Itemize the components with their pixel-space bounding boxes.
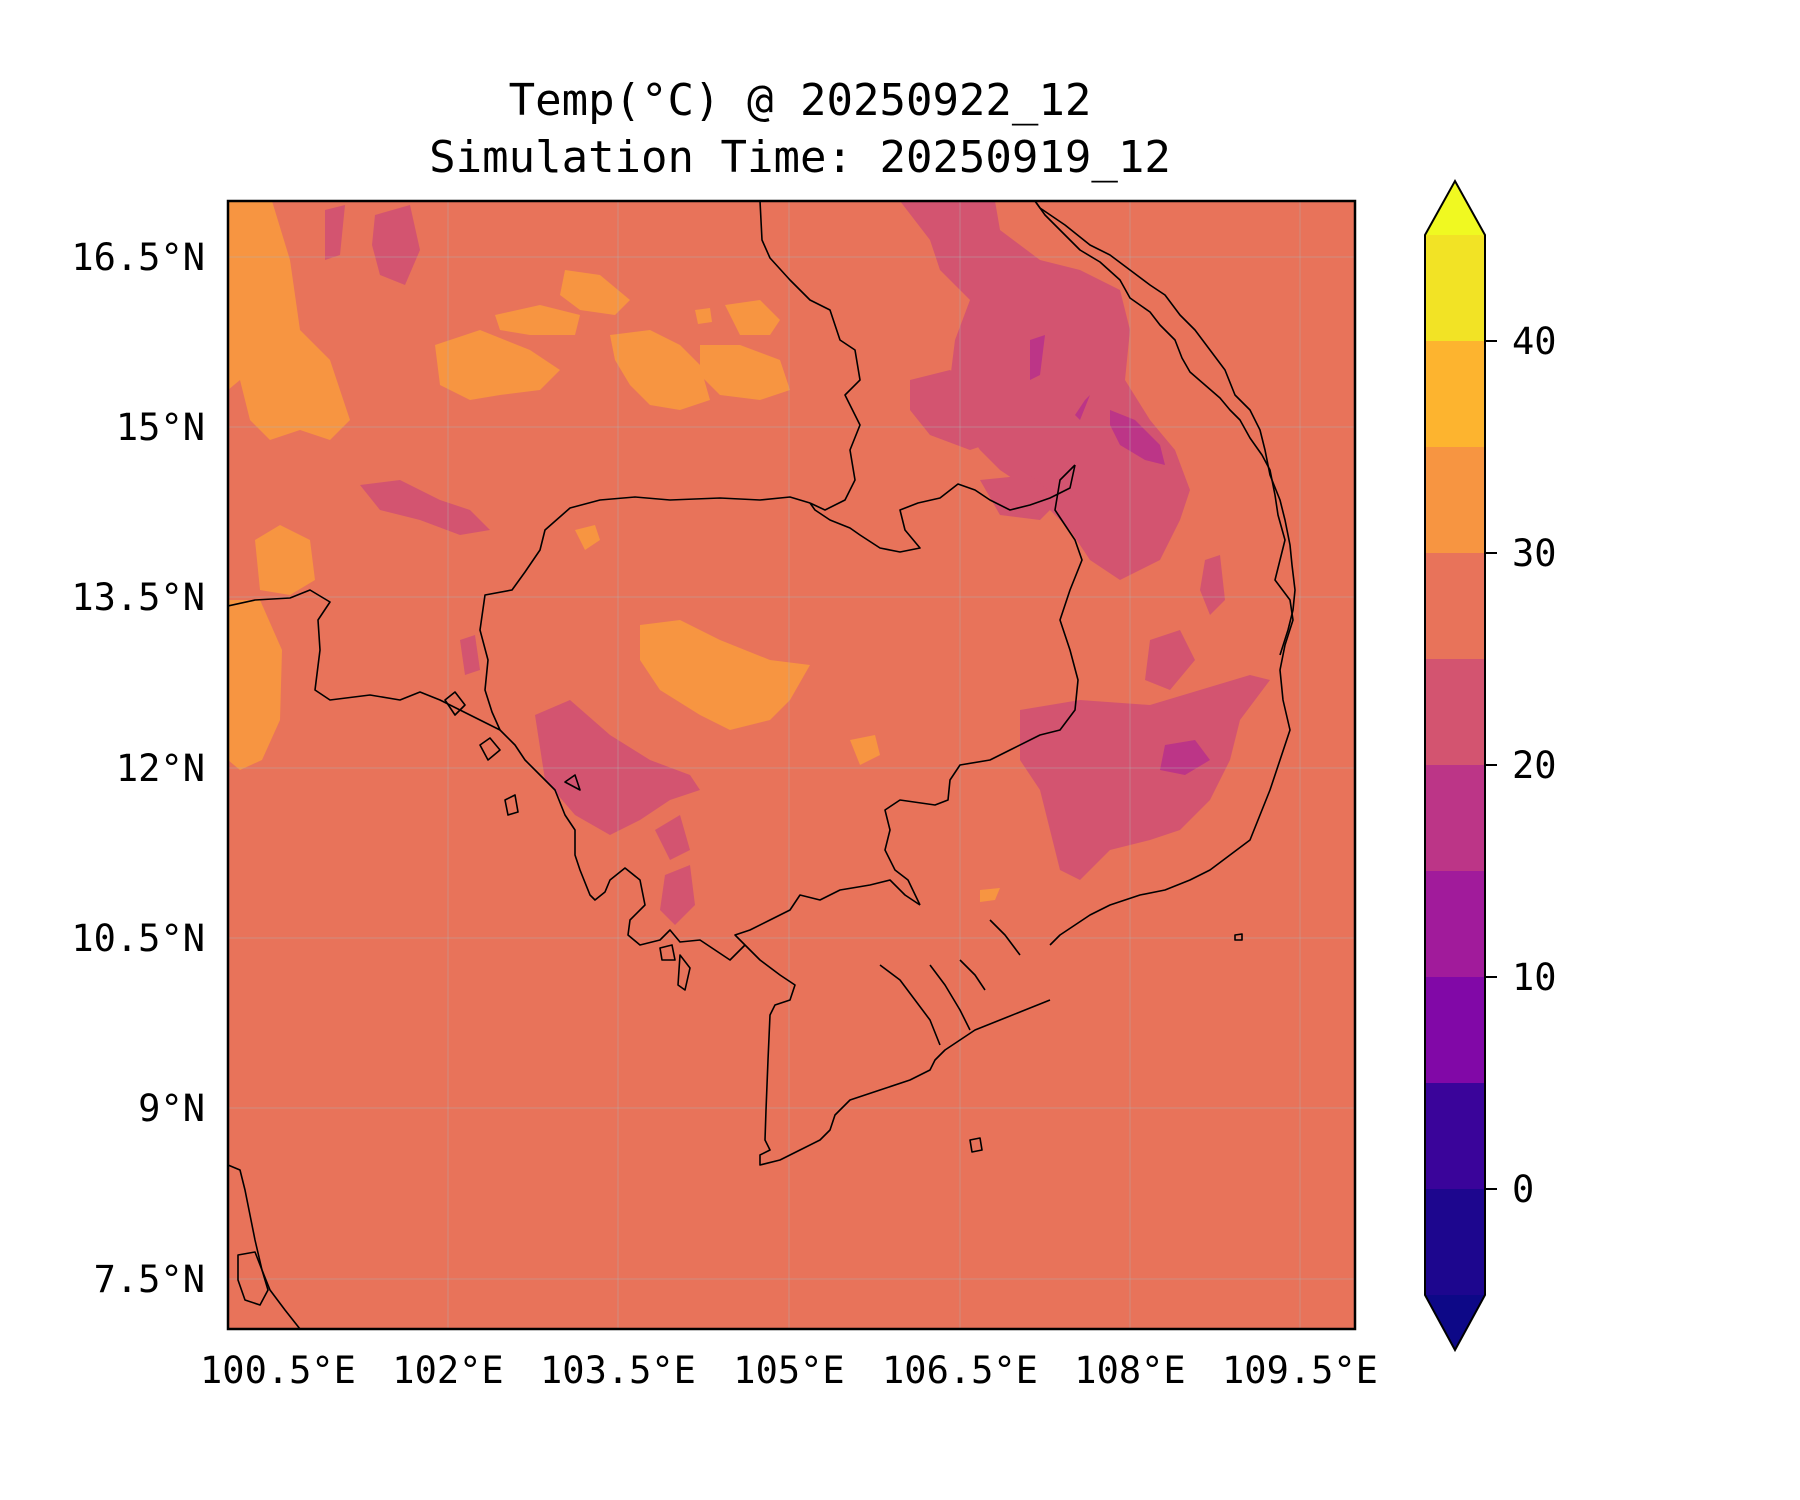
warm-region: [560, 270, 630, 315]
cool-region: [325, 205, 345, 260]
gulf-islands: [444, 691, 691, 991]
warm-region: [700, 345, 790, 400]
warm-regions-30-35: [228, 201, 1000, 902]
colorbar-bin: [1425, 553, 1485, 659]
y-tick-label: 16.5°N: [71, 236, 205, 279]
x-tick-label: 109.5°E: [1222, 1349, 1378, 1392]
warm-region: [640, 620, 810, 730]
laos-border-north: [759, 201, 861, 511]
colorbar-bin: [1425, 235, 1485, 341]
warm-region: [255, 525, 315, 595]
colorbar-tick-label: 40: [1512, 320, 1557, 363]
cold-region: [1160, 740, 1210, 775]
map-title: Temp(°C) @ 20250922_12: [508, 75, 1092, 126]
cool-regions-20-25: [325, 201, 1270, 925]
x-tick-label: 108°E: [1074, 1349, 1185, 1392]
x-axis: 100.5°E 102°E 103.5°E 105°E 106.5°E 108°…: [200, 1349, 1378, 1392]
thailand-cambodia-border: [228, 496, 811, 731]
cool-region: [900, 201, 1190, 580]
laos-vietnam-border: [1034, 201, 1294, 946]
colorbar-ticks: [1485, 340, 1497, 1190]
warm-region: [228, 201, 350, 440]
y-tick-label: 7.5°N: [94, 1258, 205, 1301]
map-panel: [228, 201, 1355, 1329]
warm-region: [575, 525, 600, 550]
warm-region: [980, 888, 1000, 902]
colorbar-bin: [1425, 1083, 1485, 1189]
warm-region: [228, 600, 282, 770]
southern-islands: [237, 933, 1243, 1306]
colorbar: 40 30 20 10 0: [1424, 178, 1557, 1353]
cool-region: [1200, 555, 1225, 615]
southern-tip-coast: [228, 1164, 301, 1329]
cool-region: [660, 865, 695, 925]
colorbar-bin: [1425, 977, 1485, 1083]
cold-region: [1030, 335, 1045, 380]
colorbar-tick-label: 0: [1512, 1168, 1534, 1211]
cambodia-coast: [499, 729, 746, 961]
cool-region: [910, 370, 1000, 450]
map-frame: [226, 199, 1357, 1331]
colorbar-bin: [1425, 765, 1485, 871]
laos-cambodia-border: [809, 464, 1076, 553]
river-mouths: [879, 919, 1021, 1046]
colorbar-tick-label: 10: [1512, 956, 1557, 999]
colorbar-bin: [1425, 447, 1485, 553]
colorbar-bin: [1425, 341, 1485, 447]
x-tick-label: 100.5°E: [200, 1349, 356, 1392]
cool-region: [980, 475, 1060, 520]
y-tick-label: 10.5°N: [71, 917, 205, 960]
y-tick-label: 12°N: [116, 747, 205, 790]
cambodia-vietnam-border: [884, 464, 1083, 906]
y-axis: 16.5°N 15°N 13.5°N 12°N 10.5°N 9°N 7.5°N: [71, 236, 205, 1301]
warm-region: [695, 308, 712, 324]
warm-region: [850, 735, 880, 765]
colorbar-outline: [1424, 178, 1486, 1353]
cool-region: [1145, 630, 1195, 690]
y-tick-label: 15°N: [116, 406, 205, 449]
mekong-delta-coast: [734, 879, 1051, 1166]
coastlines-borders: [228, 201, 1296, 1329]
colorbar-bin: [1425, 871, 1485, 977]
colorbar-extend-max: [1425, 181, 1485, 235]
x-tick-label: 103.5°E: [540, 1349, 696, 1392]
cold-region: [1110, 410, 1165, 465]
cool-region: [655, 815, 690, 860]
cold-region: [1075, 395, 1090, 420]
cool-region: [460, 635, 480, 675]
x-tick-label: 106.5°E: [882, 1349, 1038, 1392]
colorbar-extend-min: [1425, 1295, 1485, 1350]
colorbar-bin: [1425, 1189, 1485, 1295]
colorbar-tick-label: 30: [1512, 532, 1557, 575]
colorbar-bin: [1425, 659, 1485, 765]
y-tick-label: 13.5°N: [71, 576, 205, 619]
cool-region: [360, 480, 490, 535]
warm-region: [495, 305, 580, 335]
colorbar-tick-label: 20: [1512, 744, 1557, 787]
cool-region: [1020, 675, 1270, 880]
cool-region: [535, 700, 700, 835]
y-tick-label: 9°N: [138, 1087, 205, 1130]
x-tick-label: 105°E: [733, 1349, 844, 1392]
cool-region: [372, 205, 420, 285]
warm-region: [610, 330, 710, 410]
warm-region: [725, 300, 780, 335]
grid: [228, 201, 1355, 1329]
x-tick-label: 102°E: [392, 1349, 503, 1392]
warm-region: [435, 330, 560, 400]
east-coast-vietnam: [1034, 201, 1296, 656]
map-subtitle: Simulation Time: 20250919_12: [429, 132, 1171, 183]
cold-regions-15-20: [1030, 335, 1210, 775]
